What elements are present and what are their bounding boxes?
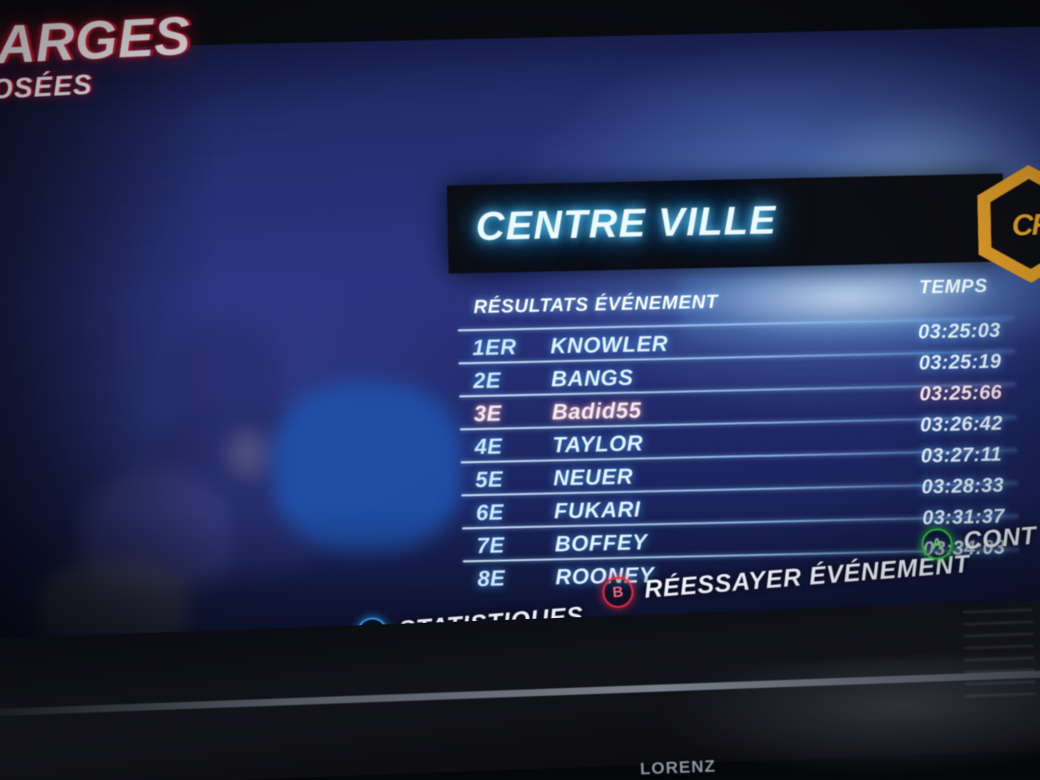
gold-hexagon-badge-icon: CR <box>977 164 1040 284</box>
prompt-reessayer-evenement[interactable]: B RÉESSAYER ÉVÉNEMENT <box>601 549 971 610</box>
row-player-name: NEUER <box>552 463 634 491</box>
event-name: CENTRE VILLE <box>475 198 778 250</box>
results-panel: CENTRE VILLE CR RÉSULTATS ÉVÉNEMENT TEMP… <box>446 173 1040 591</box>
row-time: 03:27:11 <box>920 443 1003 468</box>
row-rank: 3E <box>473 400 502 427</box>
column-header-time: TEMPS <box>918 275 988 299</box>
row-rank: 4E <box>474 433 503 460</box>
prompt-continuer[interactable]: A CONT <box>920 521 1038 561</box>
row-player-name: Badid55 <box>551 397 642 425</box>
row-player-name: BANGS <box>550 364 634 392</box>
prompt-label-continuer: CONT <box>962 521 1038 556</box>
row-time: 03:25:19 <box>918 350 1002 375</box>
badge-mark: CR <box>1011 208 1040 243</box>
a-button-icon: A <box>920 527 954 561</box>
b-button-icon: B <box>601 575 635 610</box>
row-player-name: KNOWLER <box>550 330 669 359</box>
event-title-bar: CENTRE VILLE <box>446 173 1005 274</box>
monitor-brand-label: LORENZ <box>639 756 717 779</box>
row-rank: 6E <box>475 499 505 526</box>
row-rank: 5E <box>474 466 504 493</box>
row-time: 03:28:33 <box>921 474 1005 499</box>
row-time: 03:25:03 <box>917 319 1001 344</box>
row-player-name: TAYLOR <box>552 430 644 458</box>
prompt-label-reessayer: RÉESSAYER ÉVÉNEMENT <box>643 549 971 604</box>
row-rank: 1ER <box>472 334 517 361</box>
keyboard-keys <box>962 608 1036 702</box>
row-player-name: FUKARI <box>553 496 641 524</box>
row-rank: 2E <box>472 367 502 394</box>
row-time: 03:26:42 <box>919 412 1003 437</box>
row-time: 03:25:66 <box>919 381 1003 406</box>
column-header-results: RÉSULTATS ÉVÉNEMENT <box>473 291 719 319</box>
